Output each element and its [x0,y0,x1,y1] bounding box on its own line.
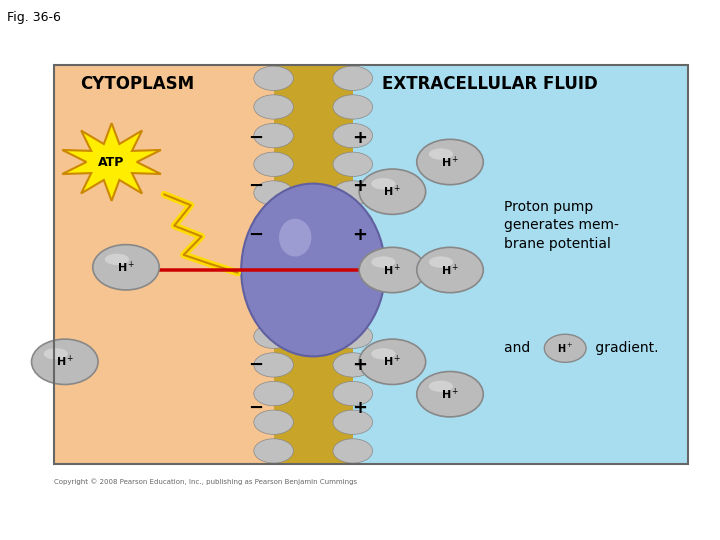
Ellipse shape [93,245,159,290]
Text: H$^+$: H$^+$ [383,184,402,199]
Ellipse shape [254,324,294,348]
Text: and: and [504,341,535,355]
Ellipse shape [241,184,385,356]
Ellipse shape [254,95,294,119]
Ellipse shape [417,139,483,185]
Ellipse shape [417,372,483,417]
Text: H$^+$: H$^+$ [557,342,573,355]
Ellipse shape [333,152,373,177]
Text: gradient.: gradient. [591,341,659,355]
Ellipse shape [254,438,294,463]
Ellipse shape [254,181,294,205]
Ellipse shape [429,256,453,268]
Ellipse shape [429,381,453,392]
Ellipse shape [333,353,373,377]
Ellipse shape [372,348,395,360]
Ellipse shape [254,295,294,320]
Bar [274,65,353,464]
Ellipse shape [254,381,294,406]
Text: +: + [353,177,367,195]
Ellipse shape [254,410,294,434]
Ellipse shape [333,124,373,148]
Text: −: − [248,177,264,195]
Ellipse shape [254,353,294,377]
Ellipse shape [417,247,483,293]
Ellipse shape [333,324,373,348]
Text: Proton pump
generates mem-
brane potential: Proton pump generates mem- brane potenti… [504,200,619,251]
Ellipse shape [105,254,129,265]
Ellipse shape [429,148,453,160]
Text: +: + [353,129,367,147]
Bar [353,65,688,464]
Ellipse shape [254,238,294,262]
Text: +: + [353,399,367,417]
Ellipse shape [44,348,68,360]
Text: EXTRACELLULAR FLUID: EXTRACELLULAR FLUID [382,75,598,93]
Text: +: + [353,226,367,244]
Ellipse shape [254,124,294,148]
Ellipse shape [279,219,311,256]
Ellipse shape [333,438,373,463]
Ellipse shape [333,267,373,291]
Ellipse shape [254,152,294,177]
Text: ATP: ATP [99,156,125,168]
Text: +: + [353,355,367,374]
Text: H$^+$: H$^+$ [55,354,74,369]
Text: −: − [248,129,264,147]
Text: H$^+$: H$^+$ [441,387,459,402]
Ellipse shape [32,339,98,384]
Text: Fig. 36-6: Fig. 36-6 [7,11,61,24]
Text: H$^+$: H$^+$ [117,260,135,275]
Bar [54,65,688,464]
Text: H$^+$: H$^+$ [383,262,402,278]
Ellipse shape [359,169,426,214]
Text: H$^+$: H$^+$ [441,154,459,170]
Ellipse shape [359,247,426,293]
Ellipse shape [333,381,373,406]
Text: −: − [248,355,264,374]
Text: H$^+$: H$^+$ [383,354,402,369]
Ellipse shape [254,210,294,234]
Ellipse shape [544,334,586,362]
Ellipse shape [333,238,373,262]
Text: H$^+$: H$^+$ [441,262,459,278]
Ellipse shape [372,256,395,268]
Text: −: − [248,399,264,417]
Text: Copyright © 2008 Pearson Education, Inc., publishing as Pearson Benjamin Cumming: Copyright © 2008 Pearson Education, Inc.… [54,478,357,484]
Ellipse shape [254,66,294,90]
Ellipse shape [333,210,373,234]
Bar [54,65,274,464]
Ellipse shape [333,66,373,90]
Ellipse shape [359,339,426,384]
Text: −: − [248,226,264,244]
Text: CYTOPLASM: CYTOPLASM [80,75,194,93]
Ellipse shape [333,181,373,205]
Ellipse shape [333,410,373,434]
Ellipse shape [372,178,395,190]
Ellipse shape [254,267,294,291]
Ellipse shape [333,95,373,119]
Polygon shape [63,123,161,201]
Ellipse shape [333,295,373,320]
